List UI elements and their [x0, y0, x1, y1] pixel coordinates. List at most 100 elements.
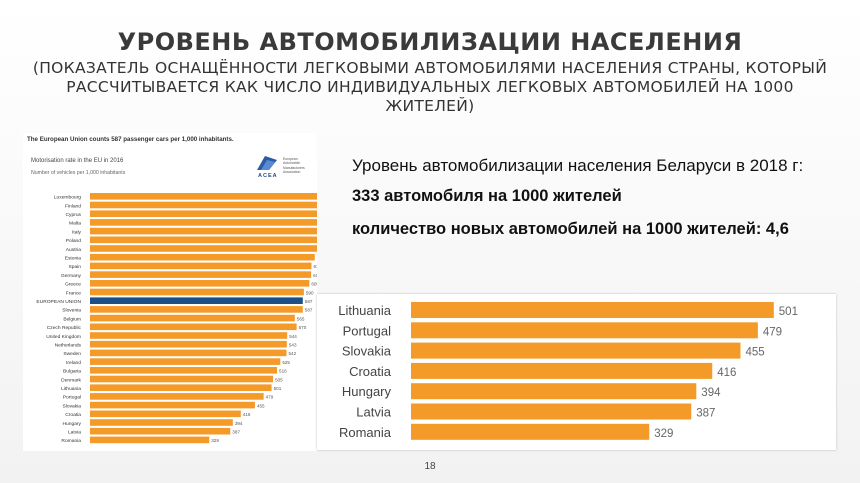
- eu-value-label: 505: [275, 377, 283, 382]
- eu-category-label: Netherlands: [55, 343, 82, 349]
- eu-category-label: Latvia: [68, 430, 81, 436]
- eu-category-label: Hungary: [63, 421, 82, 427]
- zoom-value-label: 501: [779, 306, 798, 318]
- zoom-value-label: 479: [763, 326, 782, 338]
- eu-category-label: Czech Republic: [47, 325, 82, 331]
- eu-category-label: Slovenia: [62, 308, 81, 314]
- eu-bar: [90, 384, 272, 391]
- acea-logo-desc: European Automobile Manufacturers Associ…: [283, 157, 305, 175]
- eu-value-label: 543: [289, 343, 297, 348]
- zoom-chart-panel: Lithuania 501 Portugal 479 Slovakia 455 Croati…: [317, 294, 836, 450]
- eu-value-label: 455: [257, 403, 265, 408]
- zoom-category-label: Croatia: [349, 364, 392, 379]
- zoom-value-label: 455: [745, 347, 764, 359]
- eu-category-label: Slovakia: [63, 403, 82, 409]
- zoom-category-label: Slovakia: [342, 344, 392, 359]
- eu-value-label: 610: [313, 273, 317, 278]
- eu-chart-subtitle: Number of vehicles per 1,000 inhabitants: [31, 170, 126, 176]
- eu-bar: [90, 358, 281, 365]
- eu-bar: [90, 306, 303, 313]
- eu-bar: [90, 367, 278, 374]
- eu-value-label: 516: [279, 369, 287, 374]
- eu-value-label: 590: [306, 290, 314, 295]
- zoom-bar: [411, 403, 692, 420]
- eu-bar: [90, 332, 288, 339]
- zoom-category-label: Lithuania: [338, 303, 392, 318]
- eu-bar: [90, 314, 295, 322]
- acea-logo: ACEA European Automobile Manufacturers A…: [255, 154, 311, 182]
- eu-value-label: 611: [313, 264, 317, 269]
- eu-value-label: 570: [299, 325, 307, 330]
- eu-category-label: Bulgaria: [63, 369, 81, 375]
- eu-category-label: Italy: [72, 229, 82, 235]
- eu-value-label: 544: [289, 334, 297, 339]
- eu-bar: [90, 436, 210, 444]
- zoom-category-label: Portugal: [343, 323, 392, 338]
- eu-category-label: Ireland: [66, 360, 81, 366]
- eu-bar: [90, 419, 233, 426]
- eu-category-label: Malta: [69, 221, 81, 227]
- eu-bar: [90, 393, 264, 400]
- eu-bar: [90, 323, 297, 331]
- acea-logo-icon: [257, 156, 277, 170]
- eu-bar: [90, 227, 317, 235]
- eu-category-label: United Kingdom: [46, 334, 81, 340]
- eu-value-label: 542: [288, 351, 296, 356]
- eu-bar: [90, 401, 255, 409]
- zoom-value-label: 394: [701, 387, 721, 399]
- eu-bar: [90, 245, 317, 252]
- eu-bar: [90, 349, 287, 357]
- zoom-bar: [411, 423, 650, 440]
- eu-category-label: France: [66, 290, 82, 296]
- eu-value-label: 394: [235, 421, 243, 426]
- eu-category-label: Belgium: [63, 316, 81, 322]
- eu-bar: [90, 340, 287, 348]
- zoom-bar: [411, 302, 774, 318]
- eu-category-label: Sweden: [63, 351, 81, 357]
- eu-category-label: Luxembourg: [54, 195, 81, 201]
- zoom-bar: [411, 383, 697, 400]
- eu-category-label: Portugal: [63, 395, 81, 401]
- eu-category-label: Estonia: [65, 256, 82, 262]
- eu-bar: [90, 253, 315, 261]
- eu-value-label: 501: [274, 386, 282, 391]
- eu-category-label: Croatia: [65, 412, 81, 418]
- eu-category-label: Austria: [66, 247, 82, 253]
- eu-category-label: EUROPEAN UNION: [36, 299, 81, 305]
- eu-bar: [90, 288, 304, 296]
- slide-title: УРОВЕНЬ АВТОМОБИЛИЗАЦИИ НАСЕЛЕНИЯ: [117, 28, 743, 56]
- eu-category-label: Spain: [68, 264, 81, 270]
- eu-bar: [90, 280, 310, 287]
- zoom-bar: [411, 342, 741, 359]
- belarus-line-3: количество новых автомобилей на 1000 жит…: [352, 220, 789, 238]
- zoom-bar: [411, 322, 758, 339]
- eu-bar: [90, 236, 317, 244]
- eu-value-label: 565: [297, 316, 305, 321]
- eu-bar: [90, 375, 274, 383]
- eu-chart-panel: The European Union counts 587 passenger …: [23, 133, 317, 451]
- eu-category-label: Lithuania: [61, 386, 81, 392]
- eu-category-label: Cyprus: [66, 212, 82, 218]
- eu-value-label: 329: [211, 438, 219, 443]
- zoom-bar: [411, 362, 713, 379]
- eu-chart-title: Motorisation rate in the EU in 2016: [31, 158, 124, 164]
- zoom-category-label: Hungary: [342, 384, 392, 399]
- eu-value-label: 479: [266, 395, 274, 400]
- eu-bar: [90, 201, 317, 209]
- eu-bar: [90, 210, 317, 217]
- belarus-line-2: 333 автомобиля на 1000 жителей: [352, 187, 622, 205]
- zoom-category-label: Romania: [339, 425, 392, 440]
- zoom-category-label: Latvia: [356, 405, 391, 420]
- eu-chart-top-note: The European Union counts 587 passenger …: [27, 136, 234, 143]
- eu-category-label: Romania: [61, 438, 81, 444]
- eu-bar: [90, 410, 241, 418]
- eu-bar: [90, 427, 231, 435]
- slide-subtitle: (ПОКАЗАТЕЛЬ ОСНАЩЁННОСТИ ЛЕГКОВЫМИ АВТОМ…: [32, 59, 828, 115]
- eu-value-label: 587: [305, 308, 313, 313]
- eu-value-label: 416: [243, 412, 251, 417]
- eu-bar: [90, 219, 317, 226]
- eu-bar: [90, 271, 312, 278]
- eu-bar: [90, 193, 317, 200]
- eu-bar-highlight: [90, 297, 303, 304]
- eu-category-label: Poland: [66, 238, 82, 244]
